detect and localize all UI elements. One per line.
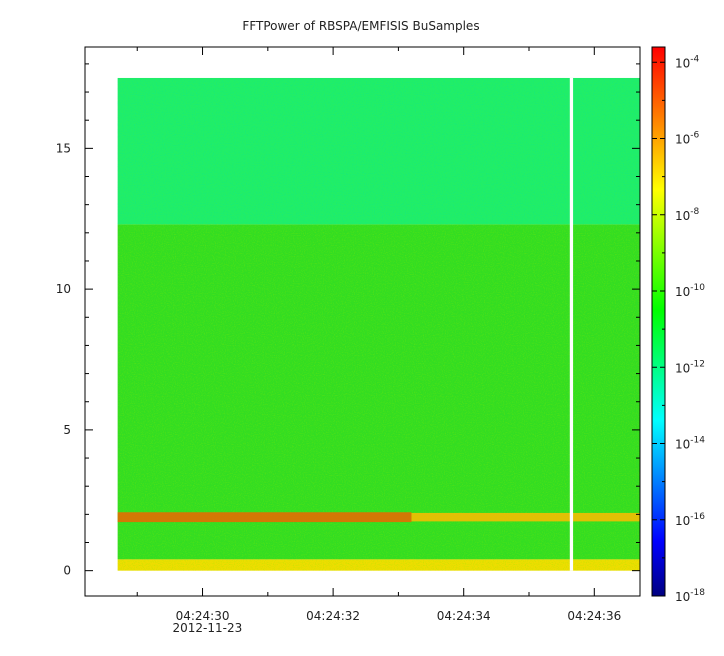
y-tick-label: 15 — [56, 141, 71, 155]
x-tick-label: 04:24:32 — [306, 609, 360, 623]
colorbar-tick-label: 10-16 — [675, 512, 705, 528]
spectrogram-texture-1 — [117, 224, 641, 560]
colorbar-tick-label: 10-12 — [675, 359, 705, 375]
y-tick-label: 10 — [56, 282, 71, 296]
y-tick-label: 5 — [63, 423, 71, 437]
data-gap — [569, 77, 574, 571]
power-band-1 — [411, 512, 640, 522]
colorbar-tick-label: 10-6 — [675, 131, 700, 147]
chart-title: FFTPower of RBSPA/EMFISIS BuSamples — [242, 19, 479, 33]
power-band-0 — [117, 512, 412, 523]
x-tick-label: 04:24:34 — [437, 609, 491, 623]
x-tick-sublabel: 2012-11-23 — [173, 621, 243, 635]
colorbar-tick-label: 10-18 — [675, 588, 705, 604]
y-axis: 0 5 10 15 — [56, 63, 640, 578]
plot-area — [84, 46, 641, 597]
y-tick-label: 0 — [63, 564, 71, 578]
spectrogram-texture-2 — [117, 559, 641, 571]
colorbar-gradient — [651, 46, 666, 597]
plot-frame — [84, 46, 641, 597]
colorbar-tick-label: 10-14 — [675, 436, 705, 452]
colorbar-tick-label: 10-10 — [675, 283, 705, 299]
colorbar: 10-18 10-16 10-14 10-12 10-10 10-8 10-6 10-4 — [651, 46, 705, 604]
x-tick-label: 04:24:30 — [176, 609, 230, 623]
spectrogram-texture-0 — [117, 77, 641, 225]
colorbar-tick-label: 10-8 — [675, 207, 700, 223]
x-tick-label: 04:24:36 — [567, 609, 621, 623]
colorbar-tick-label: 10-4 — [675, 54, 700, 70]
